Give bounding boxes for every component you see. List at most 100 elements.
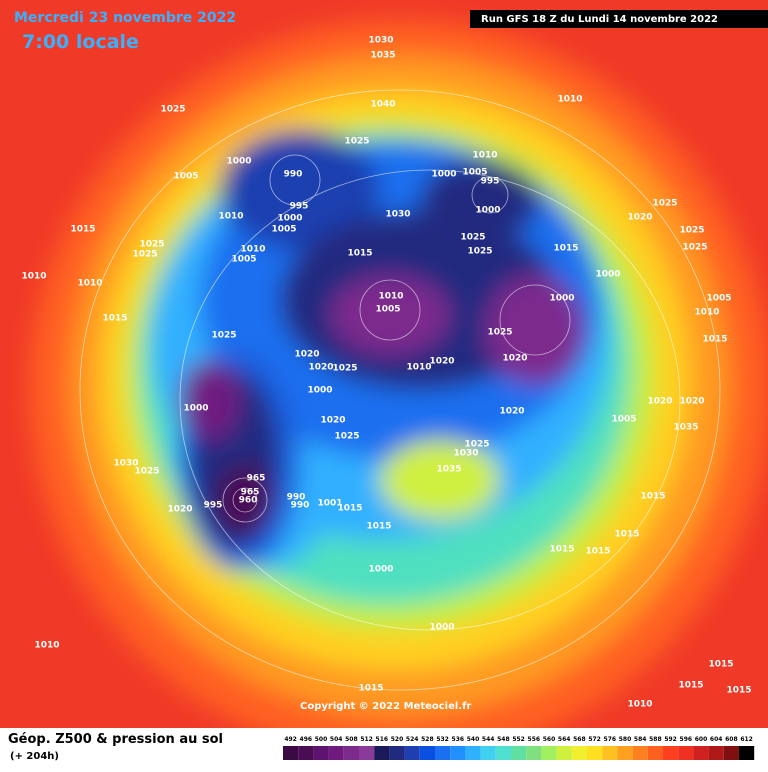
isobar-label: 1010 <box>77 279 102 289</box>
isobar-label: 1015 <box>614 530 639 540</box>
colorbar-label: 540 <box>467 736 480 743</box>
isobar-label: 1035 <box>673 423 698 433</box>
isobar-label: 1020 <box>308 363 333 373</box>
colorbar-label: 580 <box>619 736 632 743</box>
isobar-label: 1025 <box>134 467 159 477</box>
colorbar-label: 608 <box>725 736 738 743</box>
isobar-label: 1025 <box>682 243 707 253</box>
isobar-label: 1010 <box>218 212 243 222</box>
isobar-label: 1035 <box>436 465 461 475</box>
isobar-label: 1015 <box>337 504 362 514</box>
color-swatch <box>526 746 542 760</box>
colorbar-label: 504 <box>330 736 343 743</box>
color-swatch <box>632 746 648 760</box>
colorbar-label: 536 <box>452 736 465 743</box>
color-swatch <box>511 746 527 760</box>
colorbar-label: 552 <box>512 736 525 743</box>
color-swatch <box>404 746 420 760</box>
isobar-label: 1025 <box>679 226 704 236</box>
isobar-label: 1000 <box>277 214 302 224</box>
isobar-label: 1000 <box>183 404 208 414</box>
isobar-label: 1000 <box>475 206 500 216</box>
isobar-label: 1015 <box>702 335 727 345</box>
color-swatch <box>571 746 587 760</box>
isobar-label: 1025 <box>487 328 512 338</box>
colorbar-label: 604 <box>710 736 723 743</box>
isobar-label: 1010 <box>240 245 265 255</box>
colorbar-label: 584 <box>634 736 647 743</box>
color-swatch <box>359 746 375 760</box>
isobar-label: 1030 <box>385 210 410 220</box>
color-swatch <box>708 746 724 760</box>
color-swatch <box>389 746 405 760</box>
run: Run GFS 18 Z du Lundi 14 novembre 2022 <box>481 14 718 25</box>
isobar-label: 1005 <box>611 415 636 425</box>
isobar-label: 1015 <box>585 547 610 557</box>
isobar-label: 995 <box>204 501 223 511</box>
isobar-label: 1015 <box>70 225 95 235</box>
isobar-label: 1025 <box>332 364 357 374</box>
color-swatch <box>739 746 755 760</box>
isobar-label: 1030 <box>453 449 478 459</box>
isobar-label: 1000 <box>307 386 332 396</box>
isobar-label: 1035 <box>370 51 395 61</box>
colorbar-label: 592 <box>664 736 677 743</box>
colorbar-label: 568 <box>573 736 586 743</box>
isobar-label: 1000 <box>595 270 620 280</box>
color-swatch <box>465 746 481 760</box>
color-swatch <box>298 746 314 760</box>
isobar-label: 1015 <box>678 681 703 691</box>
color-swatch <box>495 746 511 760</box>
isobar-label: 1005 <box>271 225 296 235</box>
isobar-label: 1025 <box>467 247 492 257</box>
isobar-label: 990 <box>284 170 303 180</box>
colorbar-label: 528 <box>421 736 434 743</box>
isobar-label: 1025 <box>139 240 164 250</box>
isobar-label: 1000 <box>431 170 456 180</box>
isobar-label: 1030 <box>368 36 393 46</box>
isobar-label: 1010 <box>406 363 431 373</box>
colorbar-label: 576 <box>604 736 617 743</box>
colorbar-label: 600 <box>695 736 708 743</box>
colorbar-label: 508 <box>345 736 358 743</box>
isobar-label: 1015 <box>102 314 127 324</box>
isobar-label: 1025 <box>132 250 157 260</box>
color-swatch <box>587 746 603 760</box>
isobar-label: 1005 <box>173 172 198 182</box>
colorbar-label: 544 <box>482 736 495 743</box>
isobar-label: 1005 <box>231 255 256 265</box>
isobar-label: 1010 <box>557 95 582 105</box>
color-swatch <box>374 746 390 760</box>
color-swatch <box>419 746 435 760</box>
color-swatch <box>693 746 709 760</box>
isobar-label: 1025 <box>160 105 185 115</box>
isobar-label: 995 <box>481 177 500 187</box>
color-swatch <box>450 746 466 760</box>
isobar-label: 1015 <box>553 244 578 254</box>
colorbar-label: 560 <box>543 736 556 743</box>
isobar-label: 1010 <box>34 641 59 651</box>
color-swatch <box>328 746 344 760</box>
colorbar-label: 532 <box>436 736 449 743</box>
isobar-label: 960 <box>239 496 258 506</box>
isobar-label: 1005 <box>462 168 487 178</box>
isobar-label: 1010 <box>627 700 652 710</box>
isobar-label: 990 <box>287 493 306 503</box>
colorbar-label: 520 <box>391 736 404 743</box>
time: 7:00 locale <box>22 31 139 53</box>
color-swatch <box>678 746 694 760</box>
isobar-label: 1020 <box>502 354 527 364</box>
colorbar-label: 572 <box>588 736 601 743</box>
colorbar-label: 492 <box>284 736 297 743</box>
isobar-label: 1030 <box>113 459 138 469</box>
color-swatch <box>663 746 679 760</box>
isobar-label: 1000 <box>549 294 574 304</box>
colorbar-label: 612 <box>740 736 753 743</box>
footer-title: Géop. Z500 & pression au sol <box>8 732 223 747</box>
isobar-label: 1015 <box>347 249 372 259</box>
isobar-label: 1015 <box>708 660 733 670</box>
isobar-label: 1010 <box>694 308 719 318</box>
isobar-label: 1015 <box>549 545 574 555</box>
isobar-label: 1015 <box>640 492 665 502</box>
colorbar-label: 588 <box>649 736 662 743</box>
